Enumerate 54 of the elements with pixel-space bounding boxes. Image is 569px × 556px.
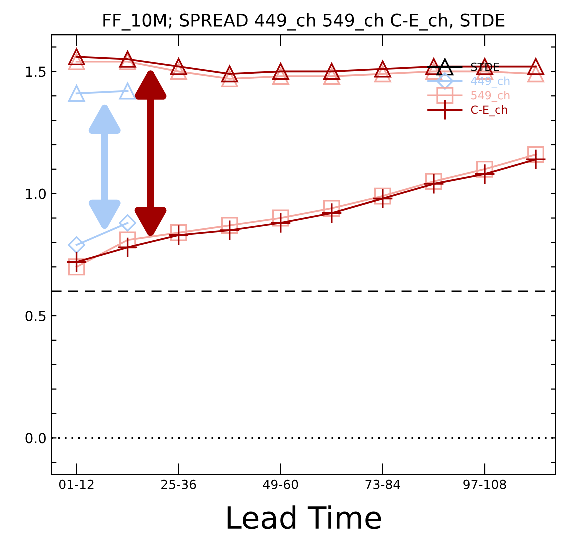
point	[221, 70, 238, 88]
point	[168, 224, 190, 246]
point	[374, 60, 392, 78]
y-tick-label: 1.5	[26, 66, 46, 78]
point	[323, 63, 340, 80]
x-tick-label: 25-36	[162, 480, 196, 490]
point	[272, 68, 290, 86]
point	[425, 173, 442, 190]
legend-label: C-E_ch	[471, 106, 508, 117]
y-tick-label: 0.0	[26, 433, 46, 444]
x-tick-label: 49-60	[263, 480, 298, 490]
point	[68, 85, 86, 102]
point	[119, 82, 136, 100]
point	[219, 220, 240, 242]
point	[117, 237, 138, 258]
x-tick-label: 97-108	[464, 480, 506, 490]
legend-label: 449_ch	[471, 76, 510, 88]
point	[170, 224, 188, 242]
point	[525, 149, 547, 170]
point	[272, 63, 290, 80]
point	[66, 252, 88, 273]
chart-title: FF_10M; SPREAD 449_ch 549_ch C-E_ch, STDE	[104, 14, 505, 31]
point	[68, 48, 86, 66]
x-axis-title: Lead Time	[228, 506, 382, 530]
point	[374, 66, 392, 83]
point	[221, 66, 238, 83]
point	[528, 66, 544, 83]
point	[528, 146, 544, 164]
point	[425, 63, 442, 80]
point	[68, 258, 86, 276]
point	[528, 58, 544, 76]
point	[321, 202, 342, 224]
point	[119, 214, 136, 232]
point	[68, 236, 86, 254]
point	[374, 188, 392, 205]
legend-label: 549_ch	[472, 91, 510, 102]
point	[476, 160, 494, 178]
point	[270, 212, 292, 234]
point	[425, 58, 442, 76]
legend-label: STDE	[471, 62, 500, 72]
x-tick-label: 73-84	[366, 480, 400, 490]
point	[423, 174, 445, 195]
point	[221, 217, 238, 234]
point	[272, 210, 290, 227]
y-tick-label: 0.5	[26, 310, 46, 322]
point	[170, 58, 188, 76]
point	[474, 164, 496, 185]
point	[323, 200, 340, 217]
x-tick-label: 01-12	[59, 480, 94, 490]
point	[68, 53, 86, 70]
point	[372, 188, 394, 210]
point	[323, 68, 340, 86]
point	[170, 63, 188, 80]
y-tick-label: 1.0	[26, 188, 46, 200]
